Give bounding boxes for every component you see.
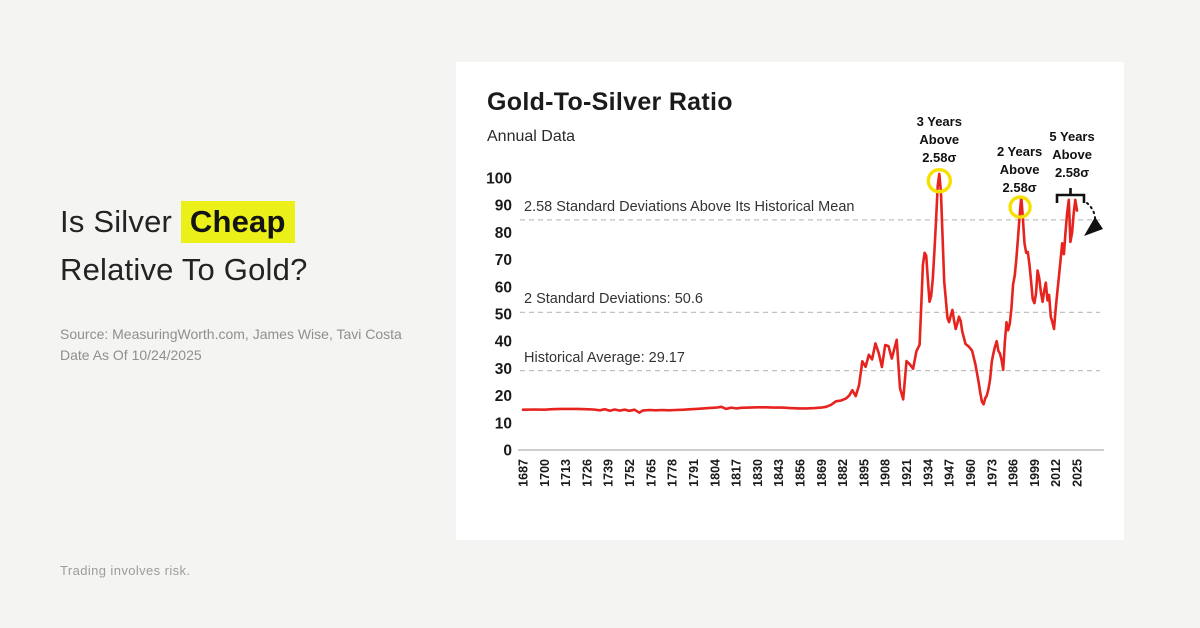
- y-tick-label: 30: [495, 361, 512, 378]
- date-line: Date As Of 10/24/2025: [60, 347, 202, 363]
- page-title: Is Silver Cheap Relative To Gold?: [60, 198, 450, 294]
- y-tick-label: 60: [495, 279, 512, 296]
- x-tick-label: 1817: [730, 459, 744, 487]
- y-tick-label: 90: [495, 198, 512, 215]
- x-tick-label: 1700: [538, 459, 552, 487]
- x-tick-label: 1739: [602, 459, 616, 487]
- x-tick-label: 1778: [666, 459, 680, 487]
- x-tick-label: 1986: [1007, 459, 1021, 487]
- x-tick-label: 1895: [857, 459, 871, 487]
- y-tick-label: 50: [495, 307, 512, 324]
- headline-highlight: Cheap: [180, 201, 295, 243]
- chart-card: Gold-To-Silver Ratio Annual Data 0 10 20 30…: [456, 62, 1124, 540]
- x-tick-label: 1921: [900, 459, 914, 487]
- x-tick-label: 1791: [687, 459, 701, 487]
- trend-arrow-head: [1084, 217, 1103, 236]
- trend-arrow-line: [1086, 202, 1097, 223]
- y-tick-label: 40: [495, 334, 512, 351]
- y-tick-label: 70: [495, 252, 512, 269]
- x-tick-label: 1856: [793, 459, 807, 487]
- left-text-panel: Is Silver Cheap Relative To Gold? Source…: [60, 198, 450, 366]
- peak-highlight-circle: [926, 168, 953, 194]
- x-tick-label: 1973: [985, 459, 999, 487]
- x-tick-label: 1960: [964, 459, 978, 487]
- x-tick-label: 1713: [559, 459, 573, 487]
- y-tick-label: 0: [503, 443, 512, 460]
- x-tick-label: 1752: [623, 459, 637, 487]
- x-tick-label: 1765: [644, 459, 658, 487]
- y-tick-label: 80: [495, 225, 512, 242]
- x-tick-label: 1830: [751, 459, 765, 487]
- peak-highlight-circle: [1008, 195, 1032, 219]
- headline-prefix: Is Silver: [60, 204, 181, 239]
- disclaimer-text: Trading involves risk.: [60, 563, 191, 578]
- x-tick-label: 2012: [1049, 459, 1063, 487]
- ratio-chart-svg: 0 10 20 30 40 50 60 70 80 90 100 1687 1700 1713 1726 17…: [486, 168, 1104, 487]
- x-tick-label: 1843: [772, 459, 786, 487]
- x-tick-label: 1947: [943, 459, 957, 487]
- x-tick-label: 1726: [580, 459, 594, 487]
- y-tick-label: 10: [495, 415, 512, 432]
- chart-subtitle: Annual Data: [487, 128, 576, 145]
- x-tick-label: 1999: [1028, 459, 1042, 487]
- x-tick-label: 2025: [1070, 459, 1084, 487]
- ratio-line: [521, 172, 1079, 415]
- chart-title: Gold-To-Silver Ratio: [487, 88, 733, 116]
- x-tick-label: 1934: [921, 459, 935, 487]
- x-tick-label: 1687: [517, 459, 531, 487]
- range-bracket: [1055, 188, 1086, 203]
- x-tick-label: 1882: [836, 459, 850, 487]
- x-tick-label: 1869: [815, 459, 829, 487]
- y-tick-label: 100: [486, 171, 512, 188]
- x-tick-label: 1908: [879, 459, 893, 487]
- x-tick-label: 1804: [708, 459, 722, 487]
- source-block: Source: MeasuringWorth.com, James Wise, …: [60, 324, 450, 366]
- source-line: Source: MeasuringWorth.com, James Wise, …: [60, 326, 402, 342]
- y-tick-label: 20: [495, 388, 512, 405]
- headline-line2: Relative To Gold?: [60, 252, 308, 287]
